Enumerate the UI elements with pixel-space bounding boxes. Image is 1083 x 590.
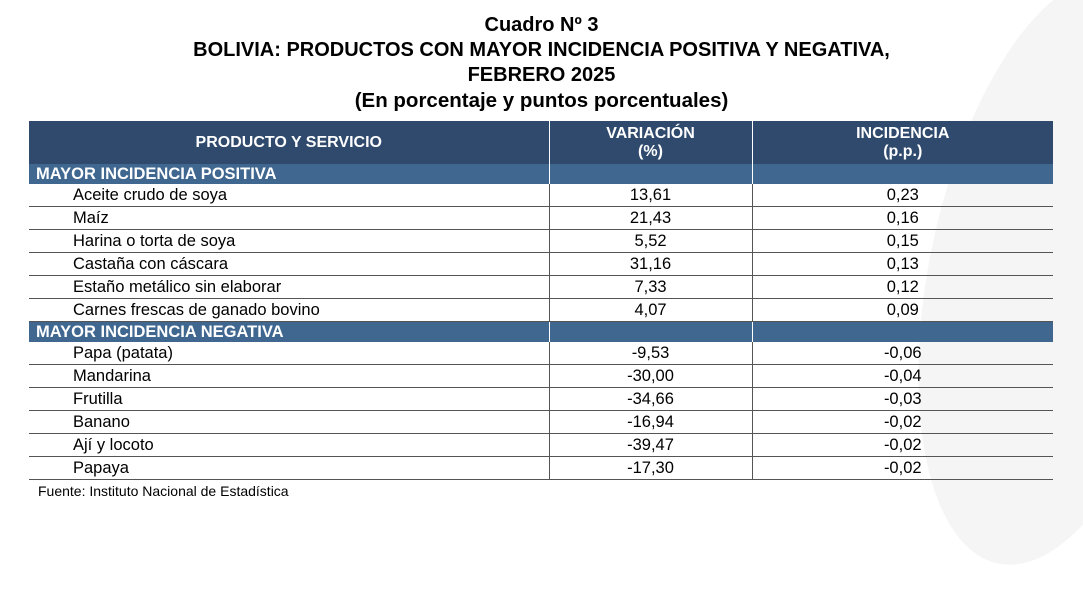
product-cell: Castaña con cáscara	[29, 252, 549, 276]
table-row: Ají y locoto -39,47 -0,02	[29, 433, 1053, 457]
table-row: Maíz 21,43 0,16	[29, 206, 1053, 230]
title-line-3: FEBRERO 2025	[467, 64, 616, 86]
incidence-table: PRODUCTO Y SERVICIO VARIACIÓN (%) INCIDE…	[29, 121, 1053, 480]
product-cell: Aceite crudo de soya	[29, 184, 549, 207]
incidence-cell: 0,09	[751, 298, 1053, 322]
incidence-cell: 0,12	[751, 275, 1053, 299]
variation-cell: -39,47	[548, 433, 752, 457]
header-product: PRODUCTO Y SERVICIO	[29, 121, 550, 164]
header-incidence: INCIDENCIA (p.p.)	[752, 121, 1053, 164]
incidence-cell: 0,13	[751, 252, 1053, 276]
table-row: Harina o torta de soya 5,52 0,15	[29, 229, 1053, 253]
title-line-1: Cuadro Nº 3	[484, 14, 599, 36]
table-row: Frutilla -34,66 -0,03	[29, 387, 1053, 411]
section-label-negative: MAYOR INCIDENCIA NEGATIVA	[29, 321, 550, 342]
product-cell: Carnes frescas de ganado bovino	[29, 298, 549, 322]
incidence-cell: -0,02	[751, 433, 1053, 457]
product-cell: Mandarina	[29, 364, 549, 388]
section-row-negative: MAYOR INCIDENCIA NEGATIVA	[29, 321, 1053, 342]
product-cell: Papaya	[29, 456, 549, 480]
product-cell: Harina o torta de soya	[29, 229, 549, 253]
incidence-cell: -0,02	[751, 456, 1053, 480]
table-row: Carnes frescas de ganado bovino 4,07 0,0…	[29, 298, 1053, 322]
variation-cell: 31,16	[548, 252, 752, 276]
variation-cell: -34,66	[548, 387, 752, 411]
incidence-cell: -0,04	[751, 364, 1053, 388]
table-row: Papa (patata) -9,53 -0,06	[29, 342, 1053, 365]
table-row: Banano -16,94 -0,02	[29, 410, 1053, 434]
section-cell	[752, 321, 1053, 342]
variation-cell: 4,07	[548, 298, 752, 322]
header-incidence-title: INCIDENCIA	[856, 124, 950, 142]
source-note: Fuente: Instituto Nacional de Estadístic…	[38, 483, 289, 499]
table-header-row: PRODUCTO Y SERVICIO VARIACIÓN (%) INCIDE…	[29, 121, 1053, 164]
title-line-2: BOLIVIA: PRODUCTOS CON MAYOR INCIDENCIA …	[193, 39, 890, 61]
incidence-cell: 0,23	[751, 184, 1053, 207]
table-row: Castaña con cáscara 31,16 0,13	[29, 252, 1053, 276]
product-cell: Maíz	[29, 206, 549, 230]
variation-cell: -16,94	[548, 410, 752, 434]
product-cell: Estaño metálico sin elaborar	[29, 275, 549, 299]
section-cell	[549, 321, 753, 342]
header-variation-title: VARIACIÓN	[606, 124, 695, 142]
product-cell: Ají y locoto	[29, 433, 549, 457]
title-line-4: (En porcentaje y puntos porcentuales)	[354, 89, 729, 112]
table-row: Estaño metálico sin elaborar 7,33 0,12	[29, 275, 1053, 299]
section-cell	[549, 164, 753, 184]
variation-cell: 7,33	[548, 275, 752, 299]
section-label-positive: MAYOR INCIDENCIA POSITIVA	[29, 164, 550, 184]
table-title: Cuadro Nº 3 BOLIVIA: PRODUCTOS CON MAYOR…	[0, 13, 1083, 113]
variation-cell: 5,52	[548, 229, 752, 253]
header-incidence-unit: (p.p.)	[883, 142, 923, 160]
incidence-cell: 0,16	[751, 206, 1053, 230]
section-cell	[752, 164, 1053, 184]
incidence-cell: -0,06	[751, 342, 1053, 365]
table-row: Mandarina -30,00 -0,04	[29, 364, 1053, 388]
section-row-positive: MAYOR INCIDENCIA POSITIVA	[29, 164, 1053, 184]
variation-cell: -17,30	[548, 456, 752, 480]
table-row: Aceite crudo de soya 13,61 0,23	[29, 184, 1053, 207]
incidence-cell: -0,03	[751, 387, 1053, 411]
incidence-cell: 0,15	[751, 229, 1053, 253]
product-cell: Papa (patata)	[29, 342, 549, 365]
incidence-cell: -0,02	[751, 410, 1053, 434]
table-row: Papaya -17,30 -0,02	[29, 456, 1053, 480]
header-variation-unit: (%)	[638, 142, 663, 160]
variation-cell: 21,43	[548, 206, 752, 230]
header-variation: VARIACIÓN (%)	[549, 121, 753, 164]
product-cell: Frutilla	[29, 387, 549, 411]
product-cell: Banano	[29, 410, 549, 434]
variation-cell: -30,00	[548, 364, 752, 388]
variation-cell: 13,61	[548, 184, 752, 207]
variation-cell: -9,53	[548, 342, 752, 365]
